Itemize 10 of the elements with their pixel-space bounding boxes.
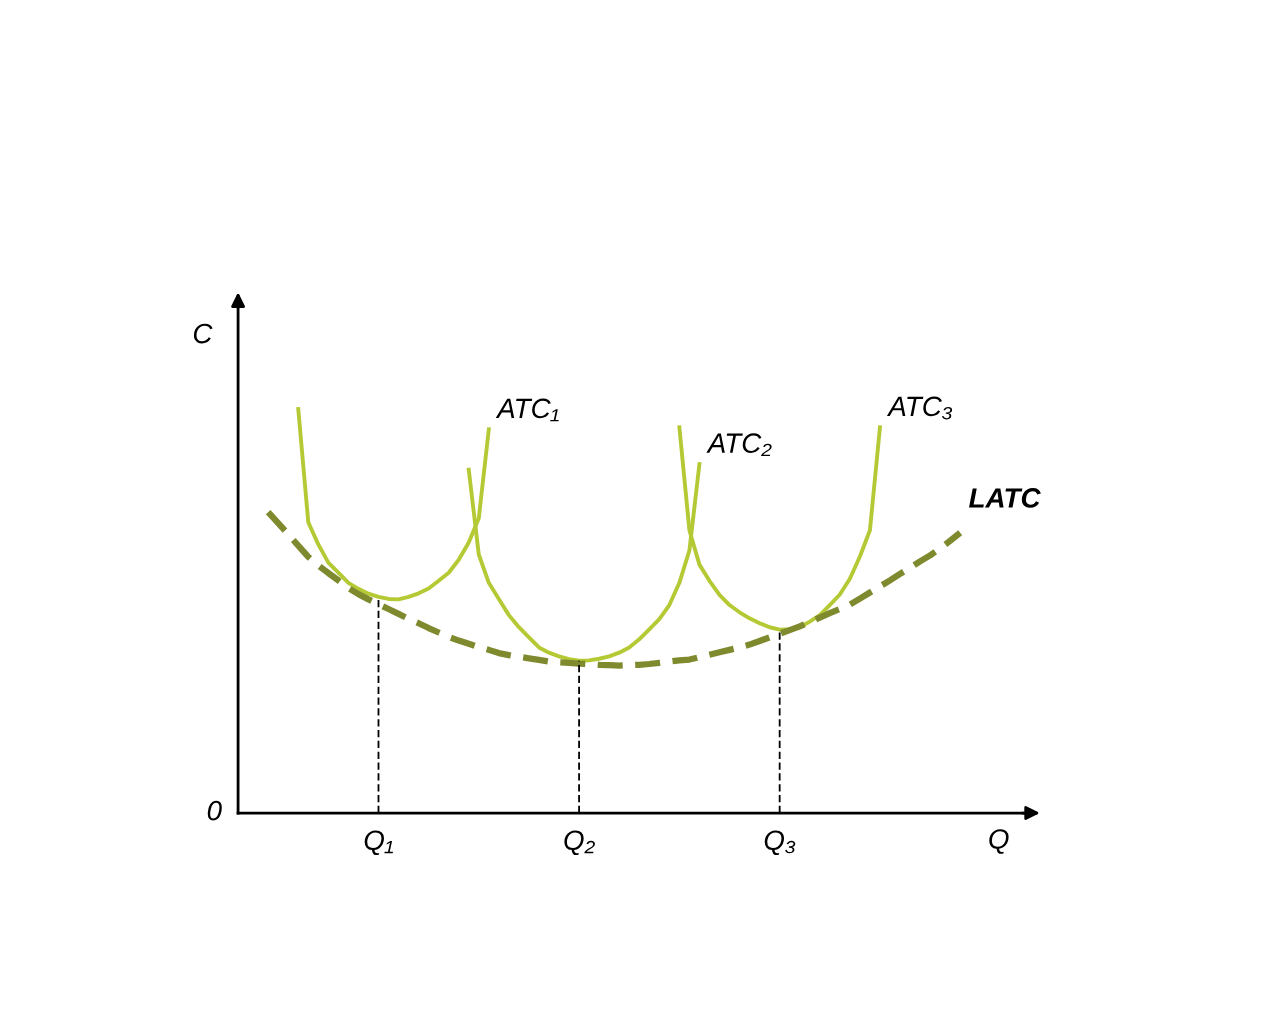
x-axis-title: Q: [989, 829, 1009, 854]
x-tick-label: Q₁: [364, 830, 393, 856]
text: 0: [207, 800, 222, 821]
x-tick-label: Q₂: [564, 830, 595, 856]
x-tick-label: Q₃: [764, 830, 796, 856]
series-label: ATC₂: [706, 433, 772, 457]
y-axis-title: C: [193, 323, 213, 344]
series-label: ATC₃: [886, 396, 953, 420]
series-label: LATC: [969, 488, 1041, 508]
series-label: ATC₁: [495, 398, 559, 422]
